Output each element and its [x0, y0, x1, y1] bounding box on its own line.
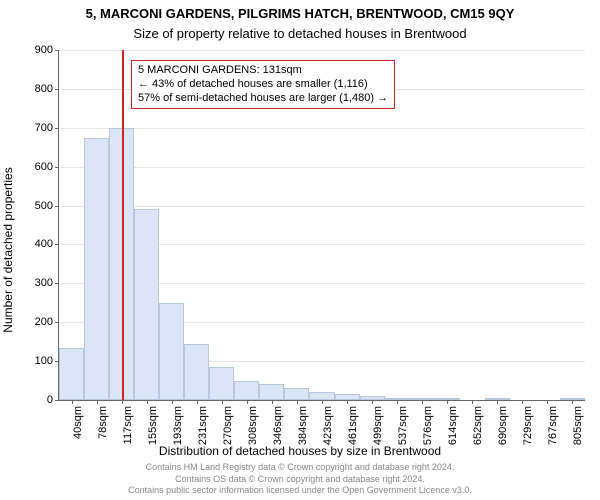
x-tick-mark	[447, 400, 448, 404]
histogram-bar	[59, 348, 84, 401]
y-tick-label: 100	[35, 355, 53, 367]
gridline	[59, 167, 585, 168]
histogram-bar	[309, 392, 334, 400]
y-tick-label: 200	[35, 316, 53, 328]
y-tick-mark	[55, 167, 59, 168]
x-tick-mark	[472, 400, 473, 404]
x-tick-mark	[72, 400, 73, 404]
histogram-bar	[259, 384, 284, 400]
x-tick-mark	[422, 400, 423, 404]
y-tick-label: 300	[35, 277, 53, 289]
chart-title-subtitle: Size of property relative to detached ho…	[0, 26, 600, 41]
x-tick-label: 117sqm	[122, 406, 134, 444]
x-tick-label: 193sqm	[172, 406, 184, 445]
y-tick-label: 400	[35, 238, 53, 250]
x-axis-label: Distribution of detached houses by size …	[0, 444, 600, 458]
histogram-bar	[209, 367, 234, 400]
y-tick-mark	[55, 400, 59, 401]
annotation-line: 57% of semi-detached houses are larger (…	[138, 92, 388, 106]
property-marker-line	[122, 50, 124, 400]
y-tick-mark	[55, 128, 59, 129]
x-tick-mark	[122, 400, 123, 404]
x-tick-mark	[322, 400, 323, 404]
histogram-bar	[134, 209, 159, 400]
x-tick-label: 461sqm	[347, 406, 359, 445]
y-tick-label: 500	[35, 200, 53, 212]
y-tick-label: 0	[47, 394, 53, 406]
x-tick-label: 690sqm	[497, 406, 509, 445]
y-axis-label: Number of detached properties	[1, 167, 15, 332]
x-tick-mark	[497, 400, 498, 404]
y-tick-label: 600	[35, 161, 53, 173]
x-tick-label: 499sqm	[372, 406, 384, 445]
credits-block: Contains HM Land Registry data © Crown c…	[0, 462, 600, 496]
gridline	[59, 50, 585, 51]
x-tick-mark	[172, 400, 173, 404]
x-tick-mark	[197, 400, 198, 404]
x-tick-label: 423sqm	[322, 406, 334, 445]
y-tick-mark	[55, 89, 59, 90]
credit-line-3: Contains public sector information licen…	[0, 485, 600, 496]
x-tick-label: 805sqm	[572, 406, 584, 445]
x-tick-mark	[97, 400, 98, 404]
x-tick-label: 78sqm	[97, 406, 109, 439]
annotation-line: ← 43% of detached houses are smaller (1,…	[138, 78, 388, 92]
gridline	[59, 128, 585, 129]
x-tick-label: 270sqm	[222, 406, 234, 445]
gridline	[59, 206, 585, 207]
y-tick-label: 900	[35, 44, 53, 56]
x-tick-label: 155sqm	[147, 406, 159, 445]
x-tick-label: 537sqm	[397, 406, 409, 445]
y-tick-mark	[55, 206, 59, 207]
histogram-bar	[284, 388, 309, 400]
x-tick-label: 767sqm	[547, 406, 559, 445]
y-tick-label: 700	[35, 122, 53, 134]
x-tick-mark	[347, 400, 348, 404]
y-tick-label: 800	[35, 83, 53, 95]
property-annotation-box: 5 MARCONI GARDENS: 131sqm← 43% of detach…	[131, 60, 395, 109]
x-tick-mark	[522, 400, 523, 404]
x-tick-mark	[272, 400, 273, 404]
x-tick-label: 40sqm	[72, 406, 84, 439]
x-tick-label: 308sqm	[247, 406, 259, 445]
histogram-bar	[84, 138, 109, 401]
y-tick-mark	[55, 322, 59, 323]
chart-container: 5, MARCONI GARDENS, PILGRIMS HATCH, BREN…	[0, 0, 600, 500]
x-tick-mark	[297, 400, 298, 404]
y-tick-mark	[55, 283, 59, 284]
histogram-bar	[234, 381, 259, 400]
x-tick-label: 614sqm	[447, 406, 459, 445]
x-tick-label: 729sqm	[522, 406, 534, 445]
x-tick-mark	[247, 400, 248, 404]
credit-line-2: Contains OS data © Crown copyright and d…	[0, 474, 600, 485]
x-tick-mark	[372, 400, 373, 404]
x-tick-mark	[397, 400, 398, 404]
x-tick-mark	[572, 400, 573, 404]
annotation-line: 5 MARCONI GARDENS: 131sqm	[138, 64, 388, 78]
histogram-bar	[184, 344, 209, 400]
plot-area: 010020030040050060070080090040sqm78sqm11…	[58, 50, 585, 401]
x-tick-label: 384sqm	[297, 406, 309, 445]
y-tick-mark	[55, 50, 59, 51]
chart-title-address: 5, MARCONI GARDENS, PILGRIMS HATCH, BREN…	[0, 6, 600, 21]
y-tick-mark	[55, 244, 59, 245]
credit-line-1: Contains HM Land Registry data © Crown c…	[0, 462, 600, 473]
histogram-bar	[159, 303, 184, 400]
x-tick-label: 576sqm	[422, 406, 434, 445]
x-tick-label: 231sqm	[197, 406, 209, 445]
x-tick-mark	[222, 400, 223, 404]
x-tick-mark	[547, 400, 548, 404]
x-tick-label: 652sqm	[472, 406, 484, 445]
x-tick-mark	[147, 400, 148, 404]
x-tick-label: 346sqm	[272, 406, 284, 445]
